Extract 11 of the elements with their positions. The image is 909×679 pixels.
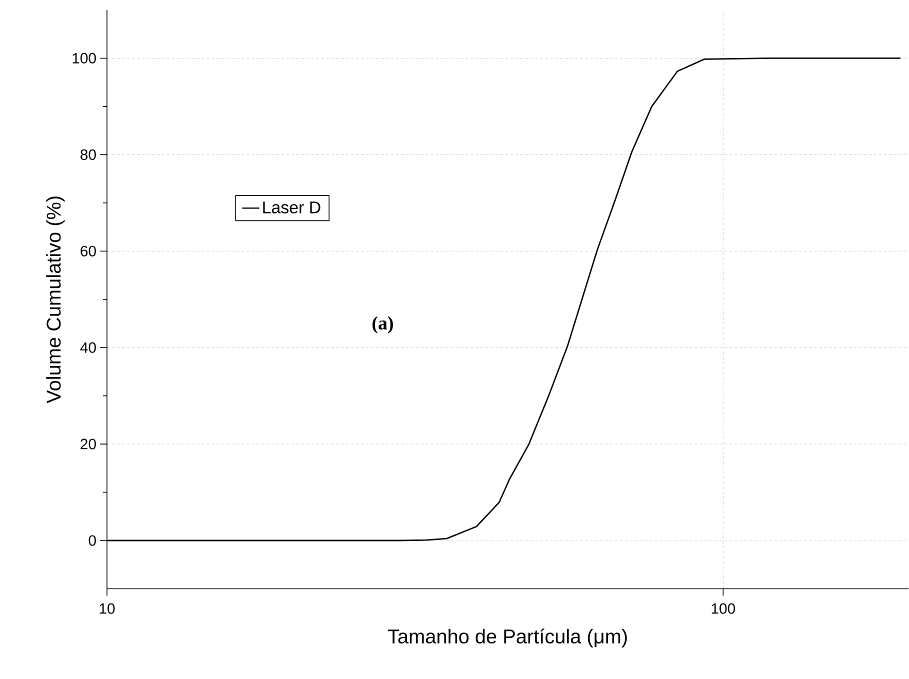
y-axis-title: Volume Cumulativo (%) xyxy=(46,196,65,404)
y-tick-label: 0 xyxy=(88,535,96,546)
y-tick-label: 60 xyxy=(80,246,96,257)
y-tick-label: 20 xyxy=(80,438,96,450)
y-tick-label: 80 xyxy=(80,150,96,160)
annotation: (a) xyxy=(372,316,393,334)
legend-label: Laser D xyxy=(263,202,320,214)
x-tick-label: 10 xyxy=(100,603,115,614)
y-tick-label: 100 xyxy=(72,53,96,64)
x-axis-title: Tamanho de Partícula (μm) xyxy=(388,628,627,648)
y-tick-label: 40 xyxy=(80,342,96,354)
